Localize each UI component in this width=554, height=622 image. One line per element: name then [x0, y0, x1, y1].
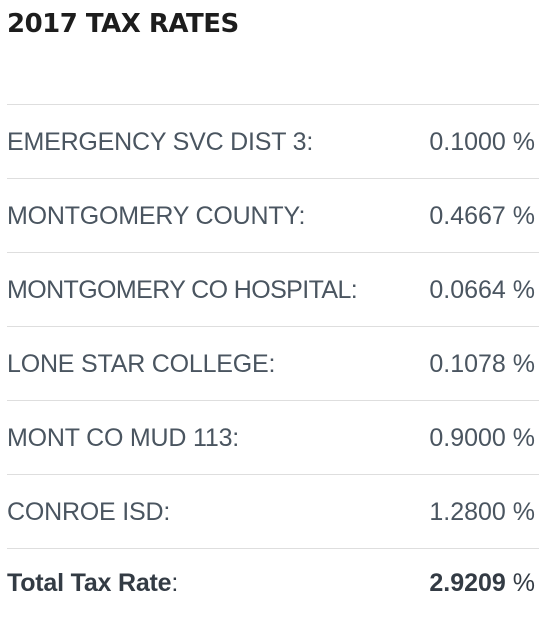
tax-row-value: 0.1000 % — [429, 128, 535, 156]
tax-row-emergency-svc: EMERGENCY SVC DIST 3: 0.1000 % — [7, 104, 539, 178]
total-tax-rate-value: 2.9209 % — [429, 568, 535, 598]
tax-row-value: 0.1078 % — [429, 350, 535, 378]
tax-row-value: 0.4667 % — [429, 202, 535, 230]
tax-row-value: 1.2800 % — [429, 498, 535, 526]
total-label-colon: : — [171, 569, 179, 597]
tax-row-label: MONTGOMERY COUNTY: — [7, 202, 306, 230]
total-value-unit: % — [505, 569, 535, 597]
tax-row-label: CONROE ISD: — [7, 498, 171, 526]
total-value-number: 2.9209 — [429, 569, 506, 597]
tax-rates-table: EMERGENCY SVC DIST 3: 0.1000 % MONTGOMER… — [7, 104, 539, 622]
tax-row-value: 0.0664 % — [429, 276, 535, 304]
tax-row-montgomery-hospital: MONTGOMERY CO HOSPITAL: 0.0664 % — [7, 252, 539, 326]
tax-row-label: MONT CO MUD 113: — [7, 424, 240, 452]
total-label-text: Total Tax Rate — [7, 569, 172, 597]
tax-row-mont-co-mud: MONT CO MUD 113: 0.9000 % — [7, 400, 539, 474]
tax-row-montgomery-county: MONTGOMERY COUNTY: 0.4667 % — [7, 178, 539, 252]
tax-row-value: 0.9000 % — [429, 424, 535, 452]
tax-row-lone-star-college: LONE STAR COLLEGE: 0.1078 % — [7, 326, 539, 400]
total-tax-rate-row: Total Tax Rate: 2.9209 % — [7, 548, 539, 622]
tax-row-label: MONTGOMERY CO HOSPITAL: — [7, 276, 358, 304]
tax-row-label: EMERGENCY SVC DIST 3: — [7, 128, 314, 156]
tax-row-label: LONE STAR COLLEGE: — [7, 350, 276, 378]
tax-row-conroe-isd: CONROE ISD: 1.2800 % — [7, 474, 539, 548]
page-title: 2017 TAX RATES — [7, 9, 239, 39]
total-tax-rate-label: Total Tax Rate: — [7, 568, 178, 598]
